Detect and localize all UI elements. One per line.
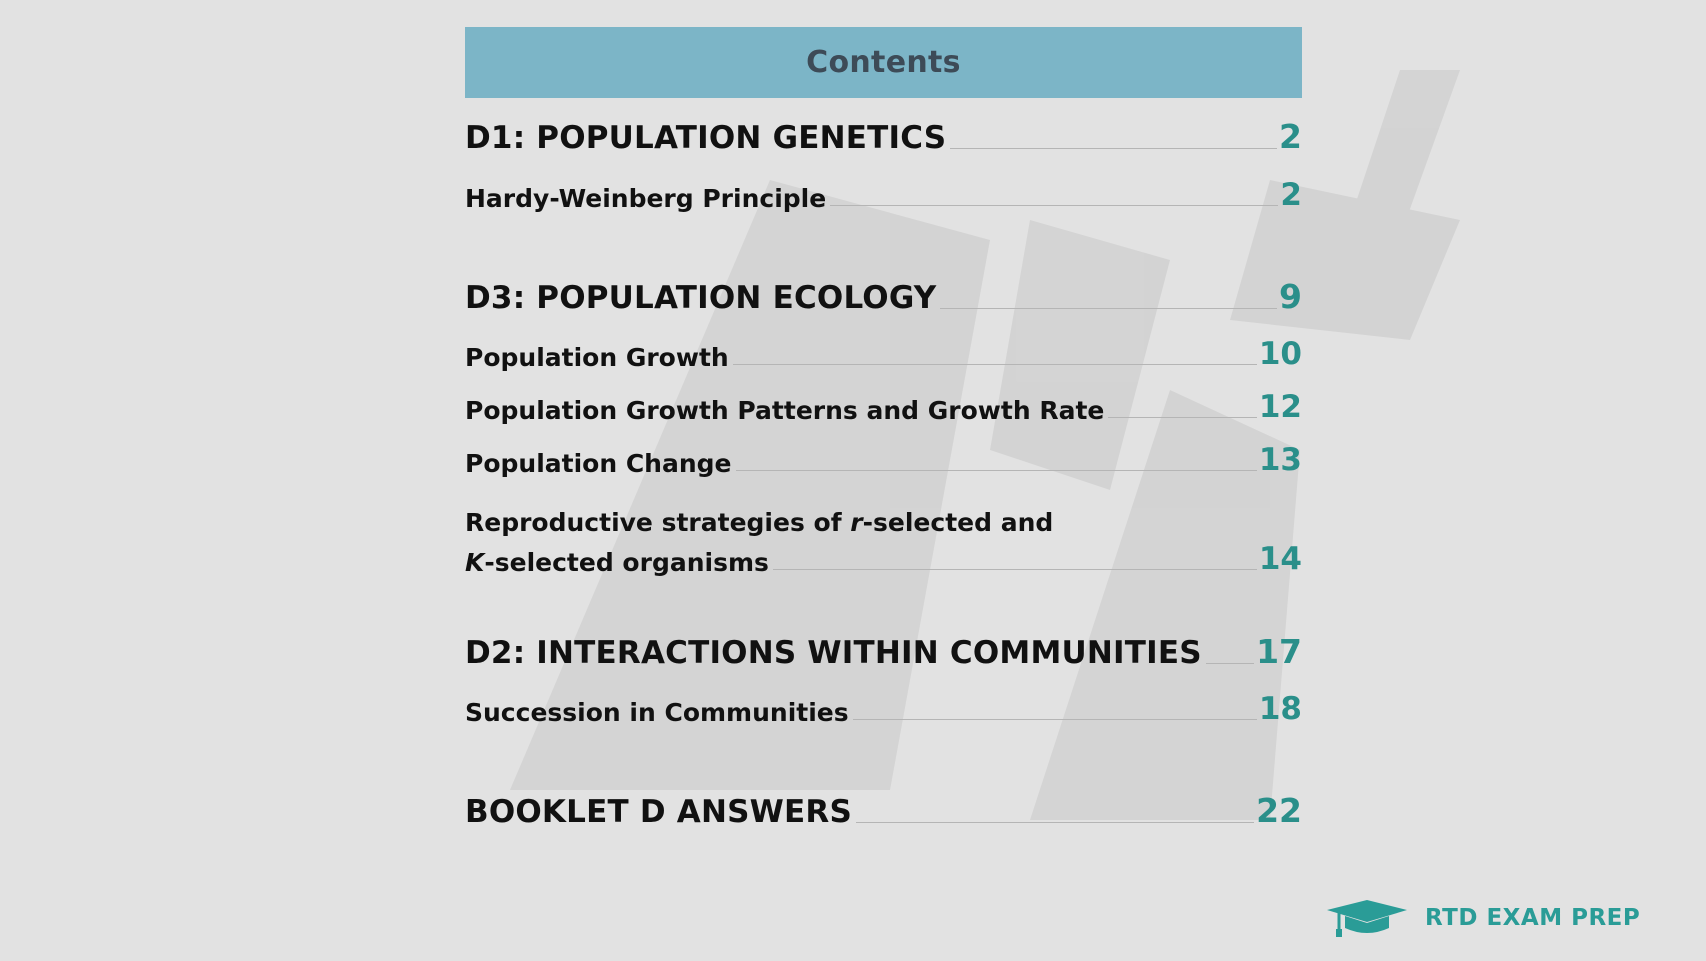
dot-leader	[1205, 662, 1255, 664]
dot-leader	[852, 718, 1257, 720]
toc-page-number: 10	[1258, 336, 1302, 372]
toc-entry-label-line2: K-selected organisms	[465, 548, 769, 577]
toc-page-number: 9	[1279, 277, 1302, 316]
dot-leader	[830, 204, 1279, 206]
dot-leader	[950, 147, 1278, 149]
toc-entry-growth-patterns[interactable]: Population Growth Patterns and Growth Ra…	[465, 389, 1302, 425]
toc-entry-d2[interactable]: D2: INTERACTIONS WITHIN COMMUNITIES 17	[465, 632, 1302, 671]
toc-page-number: 14	[1258, 541, 1302, 577]
toc-entry-succession[interactable]: Succession in Communities 18	[465, 691, 1302, 727]
toc-entry-label: Population Change	[465, 449, 732, 478]
toc-entry-population-growth[interactable]: Population Growth 10	[465, 336, 1302, 372]
toc-page-number: 2	[1279, 117, 1302, 156]
toc-page-number: 22	[1256, 791, 1302, 830]
toc-entry-label: D1: POPULATION GENETICS	[465, 120, 947, 156]
contents-page: Contents D1: POPULATION GENETICS 2 Hardy…	[465, 27, 1302, 830]
toc-entry-d1[interactable]: D1: POPULATION GENETICS 2	[465, 117, 1302, 156]
graduation-cap-icon	[1327, 900, 1407, 937]
toc-entry-label: Population Growth Patterns and Growth Ra…	[465, 396, 1105, 425]
toc-entry-label: Population Growth	[465, 343, 729, 372]
toc-entry-label: Hardy-Weinberg Principle	[465, 184, 827, 213]
toc-entry-label-line1: Reproductive strategies of r-selected an…	[465, 508, 1054, 537]
toc-page-number: 18	[1258, 691, 1302, 727]
toc-entry-label: D3: POPULATION ECOLOGY	[465, 280, 937, 316]
dot-leader	[855, 821, 1255, 823]
toc-page-number: 2	[1280, 177, 1302, 213]
toc-entry-d3[interactable]: D3: POPULATION ECOLOGY 9	[465, 277, 1302, 316]
toc-page-number: 17	[1256, 632, 1302, 671]
dot-leader	[732, 363, 1257, 365]
contents-title: Contents	[806, 45, 961, 80]
dot-leader	[772, 568, 1257, 570]
toc-entry-reproductive-strategies[interactable]: Reproductive strategies of r-selected an…	[465, 508, 1302, 577]
toc-page-number: 13	[1258, 442, 1302, 478]
dot-leader	[1108, 416, 1257, 418]
contents-header: Contents	[465, 27, 1302, 98]
toc-entry-hardy-weinberg[interactable]: Hardy-Weinberg Principle 2	[465, 177, 1302, 213]
toc-entry-label: D2: INTERACTIONS WITHIN COMMUNITIES	[465, 635, 1202, 671]
brand-name: RTD EXAM PREP	[1425, 905, 1641, 931]
toc-entry-label: BOOKLET D ANSWERS	[465, 794, 852, 830]
toc-entry-answers[interactable]: BOOKLET D ANSWERS 22	[465, 791, 1302, 830]
brand-logo: RTD EXAM PREP	[1325, 893, 1640, 943]
dot-leader	[735, 469, 1257, 471]
toc-entry-population-change[interactable]: Population Change 13	[465, 442, 1302, 478]
toc-entry-label: Succession in Communities	[465, 698, 849, 727]
dot-leader	[940, 307, 1278, 309]
toc-page-number: 12	[1258, 389, 1302, 425]
